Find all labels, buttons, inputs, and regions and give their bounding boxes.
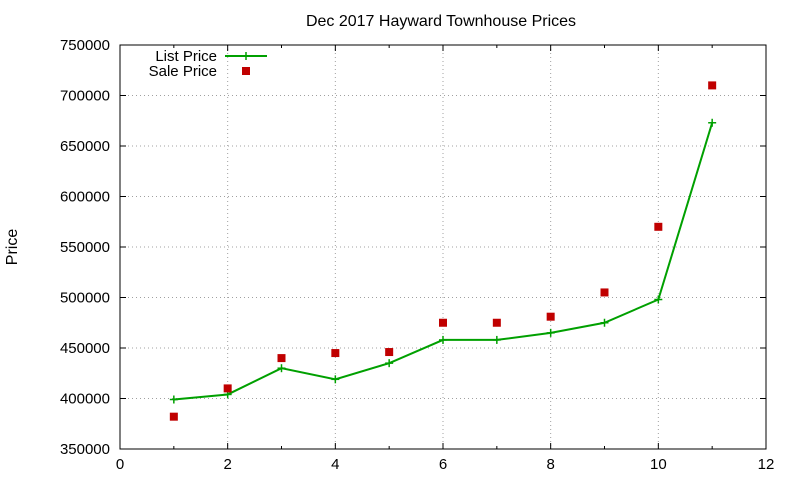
y-tick-label: 550000 bbox=[60, 239, 110, 256]
data-point-sale-price bbox=[277, 354, 286, 363]
x-tick-label: 10 bbox=[650, 456, 667, 473]
y-axis-label: Price bbox=[4, 229, 21, 266]
legend-label-list-price: List Price bbox=[155, 48, 217, 65]
y-tick-label: 400000 bbox=[60, 391, 110, 408]
data-series bbox=[169, 81, 717, 421]
data-point-list-price bbox=[492, 335, 501, 344]
legend-sample-marker-list-price bbox=[242, 52, 250, 60]
data-point-sale-price bbox=[385, 348, 394, 357]
data-point-sale-price bbox=[223, 384, 232, 393]
grid-lines bbox=[120, 45, 766, 449]
axis-ticks: 350000 400000 450000 500000 550000 600000 6500… bbox=[60, 37, 774, 473]
x-tick-label: 0 bbox=[116, 456, 124, 473]
data-point-list-price bbox=[654, 295, 663, 304]
x-tick-label: 4 bbox=[331, 456, 339, 473]
y-tick-label: 750000 bbox=[60, 37, 110, 54]
data-point-list-price bbox=[385, 359, 394, 368]
x-tick-label: 2 bbox=[223, 456, 231, 473]
data-point-list-price bbox=[708, 118, 717, 127]
chart-title: Dec 2017 Hayward Townhouse Prices bbox=[306, 13, 576, 30]
data-point-list-price bbox=[331, 375, 340, 384]
y-tick-label: 600000 bbox=[60, 189, 110, 206]
y-tick-label: 450000 bbox=[60, 340, 110, 357]
data-point-sale-price bbox=[654, 222, 663, 231]
data-point-sale-price bbox=[169, 412, 178, 421]
legend-sample-marker-sale-price bbox=[242, 67, 250, 75]
data-point-sale-price bbox=[492, 318, 501, 327]
x-tick-label: 6 bbox=[439, 456, 447, 473]
y-tick-label: 650000 bbox=[60, 138, 110, 155]
plot-frame bbox=[119, 44, 767, 450]
legend-label-sale-price: Sale Price bbox=[149, 63, 217, 80]
data-point-sale-price bbox=[439, 318, 447, 327]
y-tick-label: 350000 bbox=[60, 441, 110, 458]
data-point-list-price bbox=[169, 395, 178, 404]
series-list-price bbox=[169, 118, 717, 404]
y-tick-label: 700000 bbox=[60, 88, 110, 105]
data-point-list-price bbox=[600, 318, 609, 327]
data-point-sale-price bbox=[600, 288, 609, 297]
x-tick-label: 8 bbox=[546, 456, 554, 473]
series-sale-price bbox=[169, 81, 717, 421]
data-point-list-price bbox=[546, 328, 555, 337]
x-tick-label: 12 bbox=[758, 456, 775, 473]
data-point-list-price bbox=[277, 364, 286, 373]
data-point-sale-price bbox=[708, 81, 717, 90]
data-point-list-price bbox=[439, 335, 447, 344]
data-point-sale-price bbox=[331, 349, 340, 358]
legend: List Price Sale Price bbox=[149, 48, 267, 80]
y-tick-label: 500000 bbox=[60, 290, 110, 307]
data-point-sale-price bbox=[546, 312, 555, 321]
